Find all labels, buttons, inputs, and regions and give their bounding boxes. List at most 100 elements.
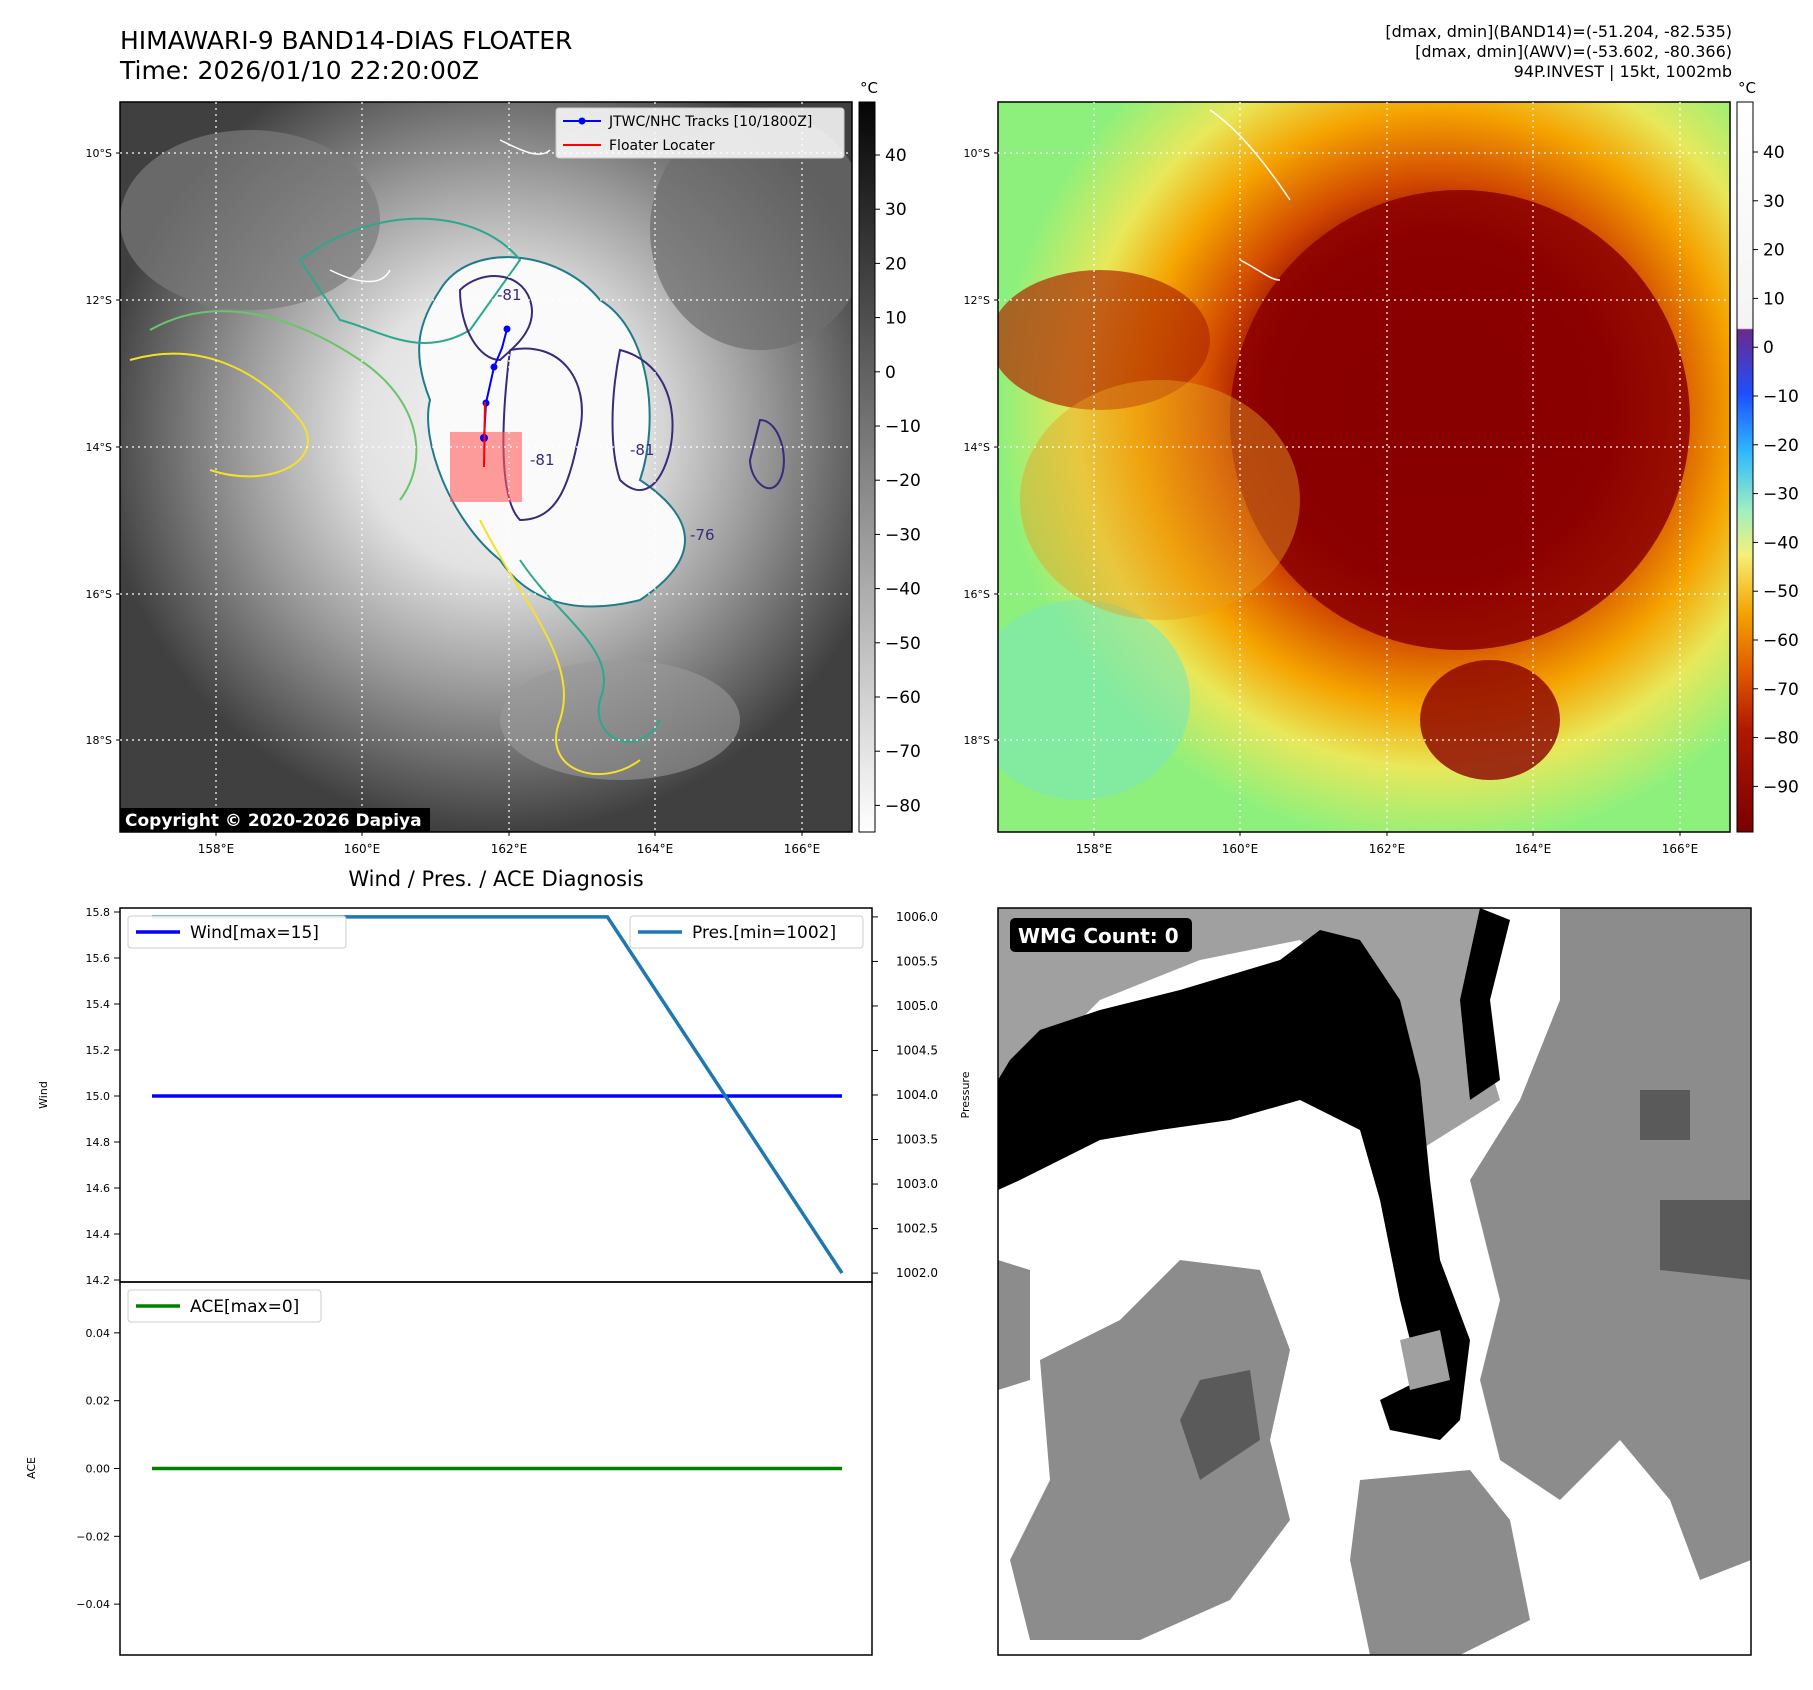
colorbar-tick-label: 0: [1763, 338, 1774, 358]
wmg-count-label: WMG Count: 0: [1018, 924, 1179, 948]
pressure-axis-ticks: 1002.0 1002.5 1003.0 1003.5 1004.0 1004.5 1005…: [872, 910, 938, 1280]
lon-tick-label: 166°E: [1662, 842, 1699, 856]
colorbar-tick-label: −20: [1763, 436, 1799, 456]
ace-legend: ACE[max=0]: [127, 1289, 322, 1323]
pressure-legend: Pres.[min=1002]: [629, 915, 864, 949]
pressure-tick-label: 1004.0: [896, 1088, 938, 1102]
right-map-gridlines: [998, 102, 1730, 832]
colorbar-tick-label: 0: [885, 363, 896, 383]
colorbar-tick-label: 20: [885, 254, 907, 274]
contour-label: -76: [690, 526, 715, 544]
diagnosis-chart: Wind / Pres. / ACE Diagnosis 14.214.414.…: [25, 867, 972, 1656]
left-map-legend: JTWC/NHC Tracks [10/1800Z] Floater Locat…: [555, 107, 845, 159]
left-map-lat-ticks: 10°S 12°S 14°S 16°S 18°S: [86, 147, 120, 747]
ir-contour-map: 10°S 12°S 14°S 16°S 18°S 158°E 160°E 162°E 164°…: [86, 79, 921, 856]
colorbar-tick-label: −80: [885, 796, 921, 816]
ace-tick-label: −0.04: [76, 1598, 110, 1611]
contour-label: -81: [530, 451, 555, 469]
lon-tick-label: 158°E: [1076, 842, 1113, 856]
colorbar-tick-label: −70: [885, 742, 921, 762]
colorbar-tick-label: −50: [885, 634, 921, 654]
contour-label: -81: [497, 286, 522, 304]
lat-tick-label: 14°S: [86, 441, 112, 454]
ace-axis-label: ACE: [25, 1457, 38, 1479]
wind-tick-label: 15.6: [86, 952, 111, 965]
ace-axis-ticks: 0.04 0.02 0.00 −0.02 −0.04: [76, 1327, 120, 1611]
colorbar-tick-label: −10: [885, 417, 921, 437]
pressure-tick-label: 1002.5: [896, 1222, 938, 1236]
colorbar-tick-label: −60: [1763, 631, 1799, 651]
floater-locater-line: [483, 401, 486, 468]
wind-tick-label: 14.4: [86, 1228, 111, 1241]
colorbar-tick-label: 30: [1763, 192, 1785, 212]
pressure-axis-label: Pressure: [959, 1071, 972, 1118]
lat-tick-label: 18°S: [86, 734, 112, 747]
lat-tick-label: 12°S: [964, 294, 990, 307]
pressure-tick-label: 1004.5: [896, 1043, 938, 1057]
legend-tracks-label: JTWC/NHC Tracks [10/1800Z]: [608, 114, 812, 130]
contour-label: -81: [630, 441, 655, 459]
wind-tick-label: 15.4: [86, 998, 111, 1011]
right-colorbar-unit: °C: [1738, 79, 1756, 97]
colorbar-tick-label: 40: [1763, 143, 1785, 163]
lon-tick-label: 166°E: [784, 842, 821, 856]
wind-tick-label: 14.6: [86, 1182, 111, 1195]
lat-tick-label: 14°S: [964, 441, 990, 454]
pressure-tick-label: 1002.0: [896, 1266, 938, 1280]
info-line-1: [dmax, dmin](BAND14)=(-51.204, -82.535): [1385, 22, 1732, 41]
colorbar-tick-label: −30: [885, 525, 921, 545]
colorbar-tick-label: −30: [1763, 485, 1799, 505]
left-colorbar-ticks: 40 30 20 10 0 −10 −20 −30 −40 −50 −60 −70 −80: [875, 146, 921, 816]
legend-locater-label: Floater Locater: [609, 138, 715, 154]
diagnosis-title: Wind / Pres. / ACE Diagnosis: [348, 867, 643, 891]
ace-tick-label: 0.02: [86, 1395, 111, 1408]
colorbar-tick-label: 40: [885, 146, 907, 166]
lon-tick-label: 160°E: [1222, 842, 1259, 856]
colorbar-tick-label: −60: [885, 688, 921, 708]
wind-tick-label: 15.2: [86, 1044, 111, 1057]
wind-axis-ticks: 14.2 14.4 14.6 14.8 15.0 15.2 15.4 15.6 15.8: [86, 906, 120, 1287]
ace-tick-label: 0.00: [86, 1463, 111, 1476]
wmg-panel: WMG Count: 0: [997, 907, 1752, 1656]
left-map-lon-ticks: 158°E 160°E 162°E 164°E 166°E: [198, 832, 821, 856]
lon-tick-label: 164°E: [1515, 842, 1552, 856]
copyright-label: Copyright © 2020-2026 Dapiya: [125, 811, 422, 831]
wind-legend: Wind[max=15]: [127, 915, 347, 949]
colorbar-tick-label: 30: [885, 200, 907, 220]
pressure-legend-label: Pres.[min=1002]: [692, 923, 836, 943]
wind-tick-label: 15.0: [86, 1090, 111, 1103]
colorbar-tick-label: −10: [1763, 387, 1799, 407]
title-line-1: HIMAWARI-9 BAND14-DIAS FLOATER: [120, 26, 573, 55]
wind-tick-label: 15.8: [86, 906, 111, 919]
pressure-tick-label: 1005.0: [896, 999, 938, 1013]
left-colorbar: [858, 101, 876, 833]
pressure-tick-label: 1005.5: [896, 954, 938, 968]
lon-tick-label: 162°E: [491, 842, 528, 856]
awv-color-map: 10°S 12°S 14°S 16°S 18°S 158°E 160°E 162°E 164°…: [964, 79, 1799, 856]
lat-tick-label: 16°S: [86, 588, 112, 601]
lat-tick-label: 10°S: [964, 147, 990, 160]
lat-tick-label: 18°S: [964, 734, 990, 747]
colorbar-tick-label: −20: [885, 471, 921, 491]
colorbar-tick-label: −80: [1763, 729, 1799, 749]
right-colorbar-ticks: 40 30 20 10 0 −10 −20 −30 −40 −50 −60 −70 −80 −90: [1753, 143, 1799, 797]
colorbar-tick-label: −40: [885, 580, 921, 600]
pressure-tick-label: 1003.5: [896, 1133, 938, 1147]
lat-tick-label: 16°S: [964, 588, 990, 601]
lat-tick-label: 12°S: [86, 294, 112, 307]
ace-legend-label: ACE[max=0]: [190, 1297, 299, 1317]
colorbar-tick-label: −90: [1763, 777, 1799, 797]
title-line-2: Time: 2026/01/10 22:20:00Z: [120, 56, 479, 85]
wind-axis-label: Wind: [37, 1081, 50, 1109]
lon-tick-label: 164°E: [637, 842, 674, 856]
colorbar-tick-label: 10: [1763, 289, 1785, 309]
right-map-lon-ticks: 158°E 160°E 162°E 164°E 166°E: [1076, 832, 1699, 856]
info-line-2: [dmax, dmin](AWV)=(-53.602, -80.366): [1415, 42, 1732, 61]
colorbar-tick-label: 20: [1763, 241, 1785, 261]
wind-legend-label: Wind[max=15]: [190, 923, 319, 943]
left-map-gridlines: [120, 102, 852, 832]
ace-tick-label: −0.02: [76, 1530, 110, 1543]
lon-tick-label: 158°E: [198, 842, 235, 856]
right-map-lat-ticks: 10°S 12°S 14°S 16°S 18°S: [964, 147, 998, 747]
info-line-3: 94P.INVEST | 15kt, 1002mb: [1513, 62, 1732, 81]
